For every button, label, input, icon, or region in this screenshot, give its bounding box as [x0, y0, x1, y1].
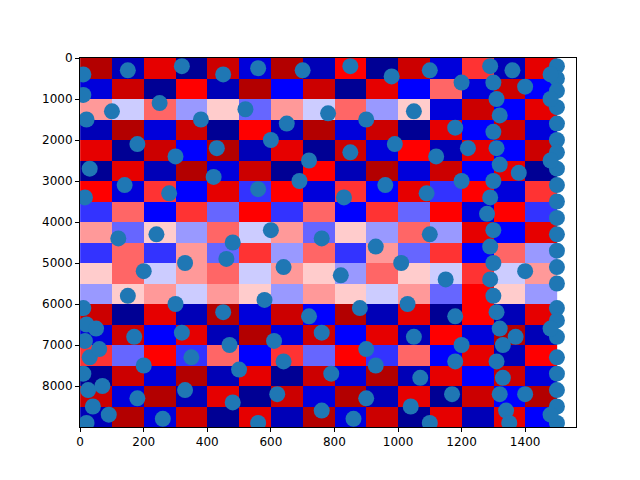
svg-text:400: 400: [196, 435, 219, 449]
svg-text:5000: 5000: [42, 256, 73, 270]
svg-text:4000: 4000: [42, 215, 73, 229]
svg-text:1400: 1400: [510, 435, 541, 449]
svg-text:0: 0: [76, 435, 84, 449]
svg-text:2000: 2000: [42, 133, 73, 147]
svg-text:200: 200: [132, 435, 155, 449]
svg-text:3000: 3000: [42, 174, 73, 188]
svg-text:8000: 8000: [42, 379, 73, 393]
svg-text:1000: 1000: [42, 92, 73, 106]
svg-text:600: 600: [259, 435, 282, 449]
svg-text:7000: 7000: [42, 338, 73, 352]
svg-text:1200: 1200: [446, 435, 477, 449]
svg-text:6000: 6000: [42, 297, 73, 311]
svg-text:1000: 1000: [383, 435, 414, 449]
svg-text:0: 0: [65, 51, 73, 65]
svg-text:800: 800: [323, 435, 346, 449]
